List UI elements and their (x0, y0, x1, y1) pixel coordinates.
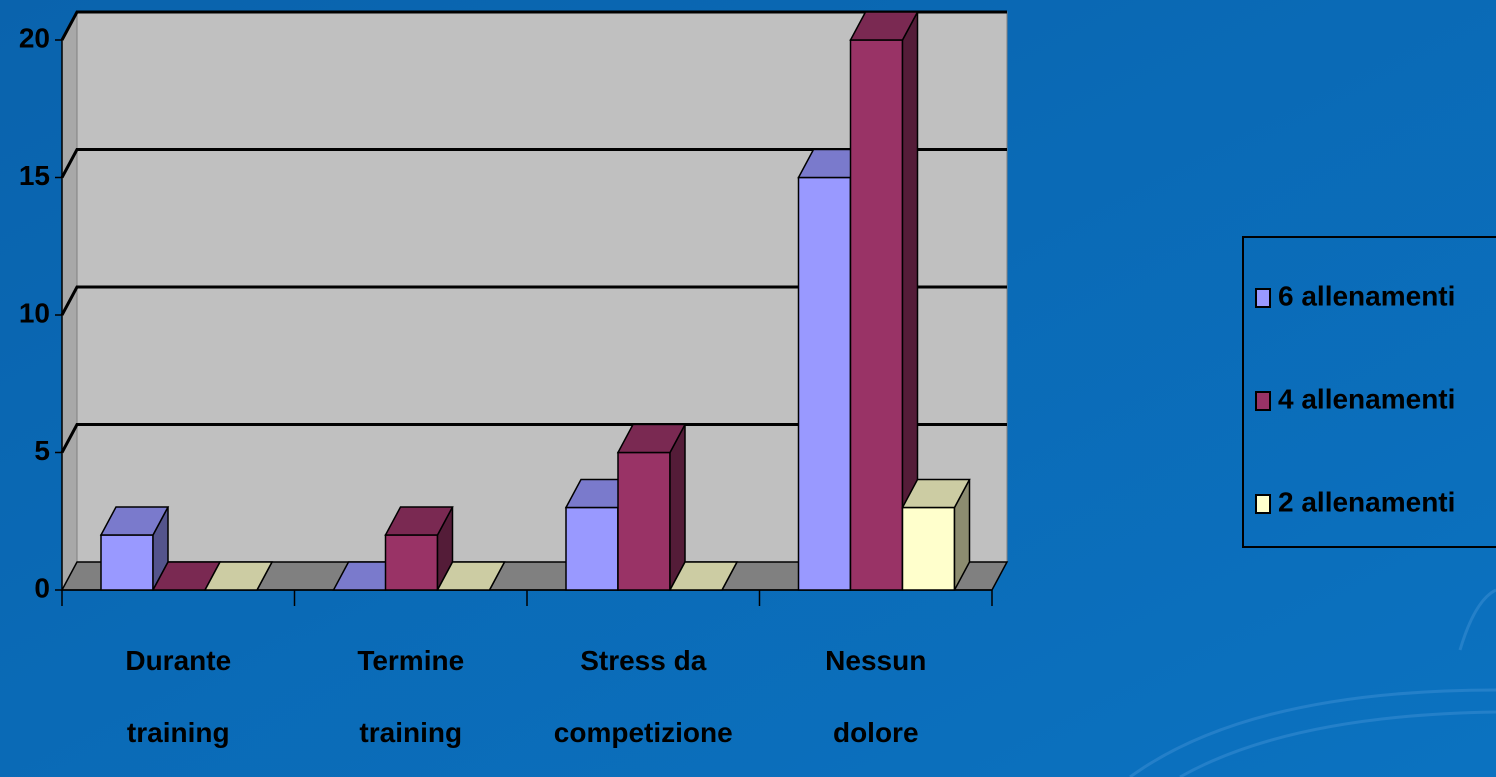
bar (901, 506, 956, 591)
x-tick-label: Stress da competizione (554, 645, 733, 748)
bar-top (616, 423, 687, 454)
legend-swatch (1255, 288, 1271, 308)
legend-label: 6 allenamenti (1278, 280, 1455, 311)
bar-top (436, 561, 506, 591)
bar-top (203, 561, 274, 591)
bar-top (99, 506, 170, 536)
legend: 6 allenamenti 4 allenamenti 2 allenamenti (1242, 236, 1496, 548)
bar (100, 534, 154, 591)
y-tick-label: 5 (34, 435, 50, 466)
legend-swatch (1255, 391, 1271, 411)
bar (849, 39, 904, 591)
grid-line (60, 285, 1007, 316)
bar-top (668, 561, 739, 591)
x-tick-label-line: dolore (833, 717, 919, 748)
bar (617, 451, 671, 591)
grid-line (60, 423, 1007, 454)
x-tick-label-line: Stress da (580, 645, 706, 676)
x-tick-label-line: Durante (125, 645, 231, 676)
bar (797, 176, 852, 591)
y-tick-label: 20 (19, 22, 50, 53)
legend-box (1242, 236, 1496, 548)
x-tick-label-line: training (127, 717, 230, 748)
bar-top (901, 478, 971, 509)
x-tick-label-line: Termine (357, 645, 464, 676)
x-tick-label: Durante training (125, 645, 231, 748)
x-tick-label-line: training (359, 717, 462, 748)
y-tick-label: 10 (19, 297, 50, 328)
legend-label: 4 allenamenti (1278, 383, 1455, 414)
bar-top (384, 506, 454, 536)
bar (565, 506, 619, 591)
x-tick-label: Nessun dolore (825, 645, 926, 748)
grid-line (60, 148, 1007, 179)
y-tick-label: 0 (34, 572, 50, 603)
x-tick-label-line: competizione (554, 717, 733, 748)
decoration (1129, 588, 1496, 777)
bar-top (849, 11, 919, 41)
x-tick-label: Termine training (357, 645, 464, 748)
legend-label: 2 allenamenti (1278, 486, 1455, 517)
x-tick-label-line: Nessun (825, 645, 926, 676)
grid-line (60, 10, 1007, 41)
y-tick-label: 15 (19, 160, 50, 191)
bar (384, 534, 439, 591)
legend-swatch (1255, 494, 1271, 514)
